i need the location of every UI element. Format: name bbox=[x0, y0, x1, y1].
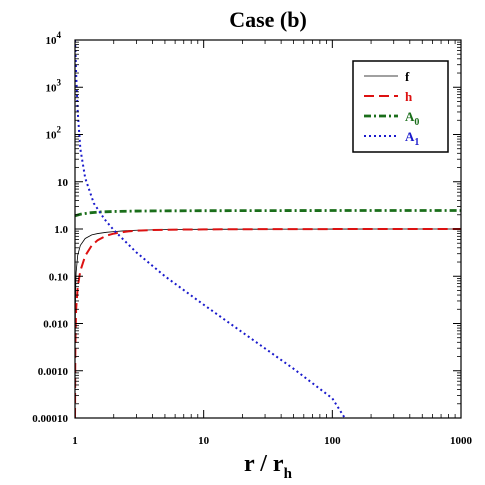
y-tick-label: 104 bbox=[46, 30, 62, 47]
x-tick-label: 1000 bbox=[450, 435, 473, 447]
y-tick-label: 1.0 bbox=[54, 224, 68, 236]
series-layer bbox=[75, 40, 461, 418]
series-line-1 bbox=[75, 228, 461, 418]
y-tick-label: 0.0010 bbox=[38, 366, 69, 378]
chart-title: Case (b) bbox=[229, 7, 307, 32]
legend-label-3: A1 bbox=[405, 129, 419, 148]
legend-label-2: A0 bbox=[405, 109, 419, 128]
y-tick-label: 0.010 bbox=[43, 319, 68, 331]
y-tick-label: 10 bbox=[57, 177, 69, 189]
legend-label-1: h bbox=[405, 89, 413, 104]
x-ticks: 1 10 100 1000 bbox=[72, 40, 473, 447]
series-line-0 bbox=[75, 228, 461, 418]
legend-label-0: f bbox=[405, 69, 410, 84]
series-line-3 bbox=[75, 40, 346, 418]
y-tick-label: 0.00010 bbox=[32, 413, 68, 425]
legend-box bbox=[352, 60, 449, 153]
x-axis-label: r / rh bbox=[244, 451, 293, 482]
x-tick-label: 1 bbox=[72, 435, 78, 447]
x-tick-label: 10 bbox=[198, 435, 210, 447]
series-line-2 bbox=[75, 209, 461, 218]
y-tick-label: 0.10 bbox=[49, 271, 69, 283]
x-tick-label: 100 bbox=[324, 435, 341, 447]
y-tick-label: 102 bbox=[46, 125, 62, 142]
y-tick-label: 103 bbox=[46, 77, 62, 94]
y-ticks: 0.00010 0.0010 0.010 0.10 1.0 10 102 103 104 bbox=[32, 30, 461, 425]
